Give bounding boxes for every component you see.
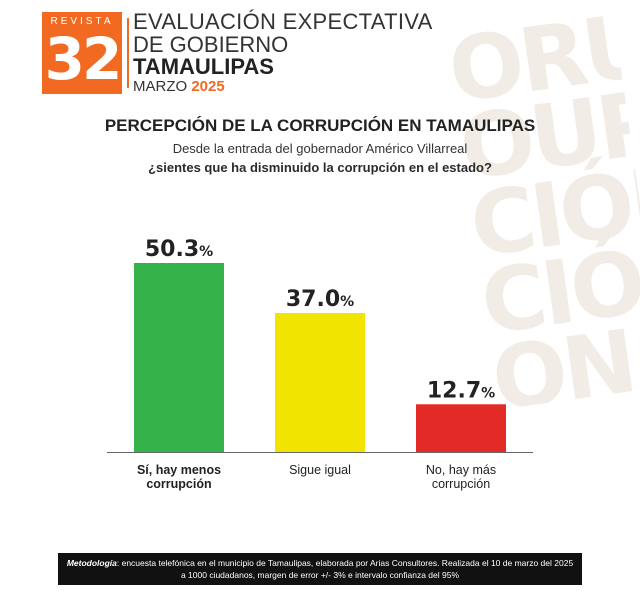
- bar-value-label: 12.7%: [427, 378, 495, 403]
- header-title-block: EVALUACIÓN EXPECTATIVA DE GOBIERNO TAMAU…: [133, 10, 433, 96]
- header-year: 2025: [191, 78, 225, 95]
- chart-title: PERCEPCIÓN DE LA CORRUPCIÓN EN TAMAULIPA…: [104, 116, 536, 135]
- chart-subtitle: Desde la entrada del gobernador Américo …: [172, 141, 468, 156]
- header-line-2: DE GOBIERNO: [133, 32, 289, 57]
- bar-value-label: 37.0%: [286, 287, 354, 312]
- category-label: No, hay más corrupción: [426, 463, 496, 491]
- category-label: Sigue igual: [289, 463, 351, 477]
- header-divider: [127, 18, 129, 88]
- bar: [416, 404, 506, 452]
- header-line-1: EVALUACIÓN EXPECTATIVA: [133, 9, 433, 34]
- methodology-label: Metodología: [66, 558, 117, 568]
- category-label: Sí, hay menos corrupción: [137, 463, 221, 491]
- methodology-footer: Metodología: encuesta telefónica en el m…: [58, 553, 582, 585]
- logo-number: 32: [44, 25, 123, 93]
- bar-chart: 50.3% Sí, hay menos corrupción 37.0% Sigue i…: [107, 237, 533, 491]
- revista-32-logo: REVISTA 32: [42, 12, 122, 94]
- bar-value-label: 50.3%: [145, 237, 213, 262]
- header-month: MARZO: [133, 78, 188, 95]
- methodology-text: : encuesta telefónica en el municipio de…: [116, 558, 574, 580]
- logo-word: REVISTA: [50, 16, 114, 27]
- chart-question: ¿sientes que ha disminuido la corrupción…: [148, 160, 492, 175]
- header-date: MARZO 2025: [133, 78, 433, 96]
- bar: [275, 312, 365, 452]
- bar: [134, 263, 224, 452]
- header-line-3: TAMAULIPAS: [133, 54, 274, 79]
